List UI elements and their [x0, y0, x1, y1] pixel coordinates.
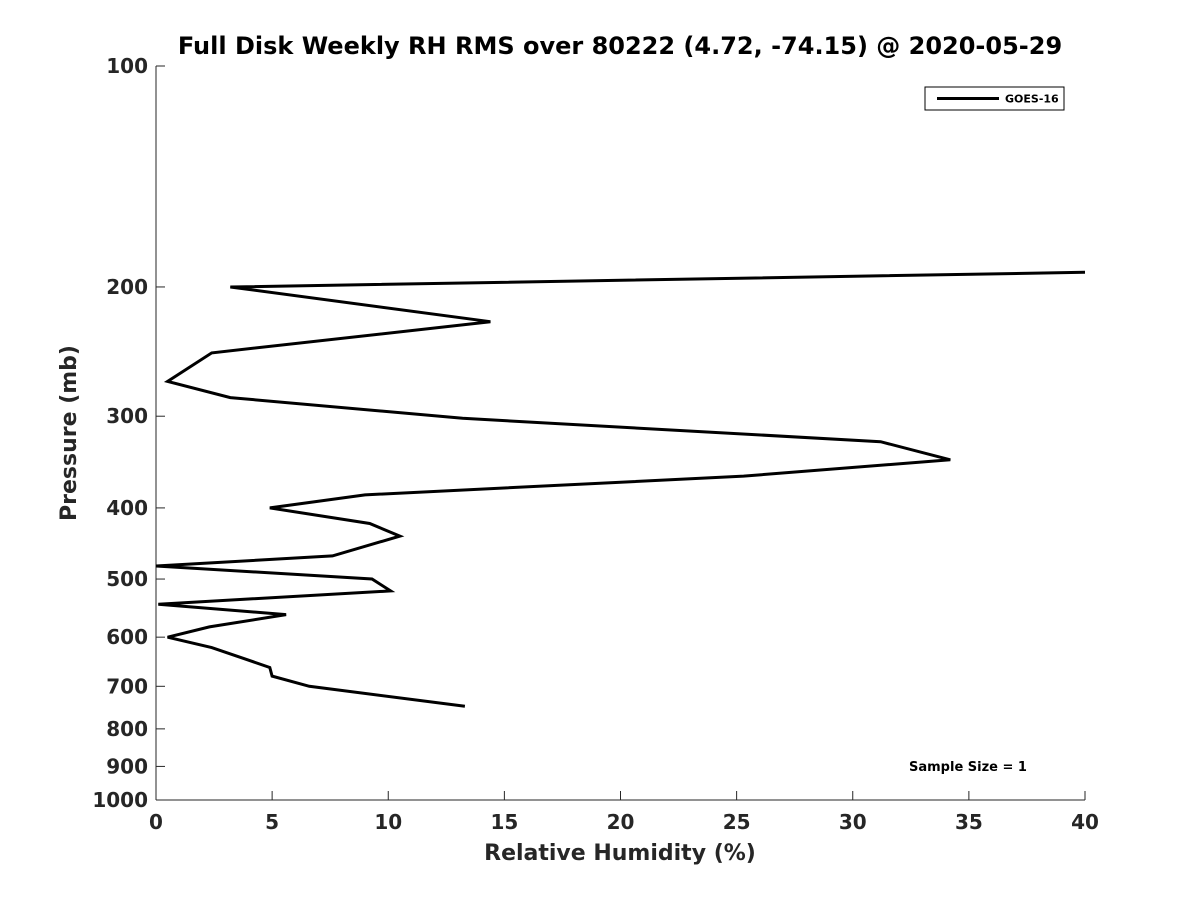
y-axis-ticks: 100 200 300 400 500 600 700 800 900 1000 — [92, 54, 165, 812]
y-tick-label: 900 — [106, 754, 148, 778]
series-group — [155, 270, 1086, 708]
y-tick-label: 800 — [106, 717, 148, 741]
legend: GOES-16 — [924, 86, 1065, 111]
legend-label-goes-16: GOES-16 — [1005, 93, 1059, 106]
x-tick-label: 20 — [607, 810, 635, 834]
y-axis-label: Pressure (mb) — [57, 345, 82, 521]
y-tick-label: 1000 — [92, 788, 148, 812]
x-tick-label: 30 — [839, 810, 867, 834]
x-tick-label: 35 — [955, 810, 983, 834]
chart-title: Full Disk Weekly RH RMS over 80222 (4.72… — [178, 32, 1062, 60]
y-tick-label: 700 — [106, 674, 148, 698]
sample-size-annotation: Sample Size = 1 — [909, 760, 1027, 775]
y-tick-label: 400 — [106, 496, 148, 520]
y-tick-label: 600 — [106, 625, 148, 649]
y-tick-label: 200 — [106, 275, 148, 299]
x-axis-label: Relative Humidity (%) — [484, 841, 756, 866]
x-axis-ticks: 0 5 10 15 20 25 30 35 40 — [149, 791, 1099, 834]
x-tick-label: 15 — [490, 810, 518, 834]
x-tick-label: 40 — [1071, 810, 1099, 834]
x-tick-label: 0 — [149, 810, 163, 834]
y-tick-label: 300 — [106, 404, 148, 428]
series-line-goes-16 — [155, 270, 1086, 708]
y-tick-label: 500 — [106, 567, 148, 591]
x-tick-label: 10 — [374, 810, 402, 834]
plot-axes — [155, 66, 1085, 801]
y-tick-label: 100 — [106, 54, 148, 78]
x-tick-label: 5 — [265, 810, 279, 834]
x-tick-label: 25 — [723, 810, 751, 834]
